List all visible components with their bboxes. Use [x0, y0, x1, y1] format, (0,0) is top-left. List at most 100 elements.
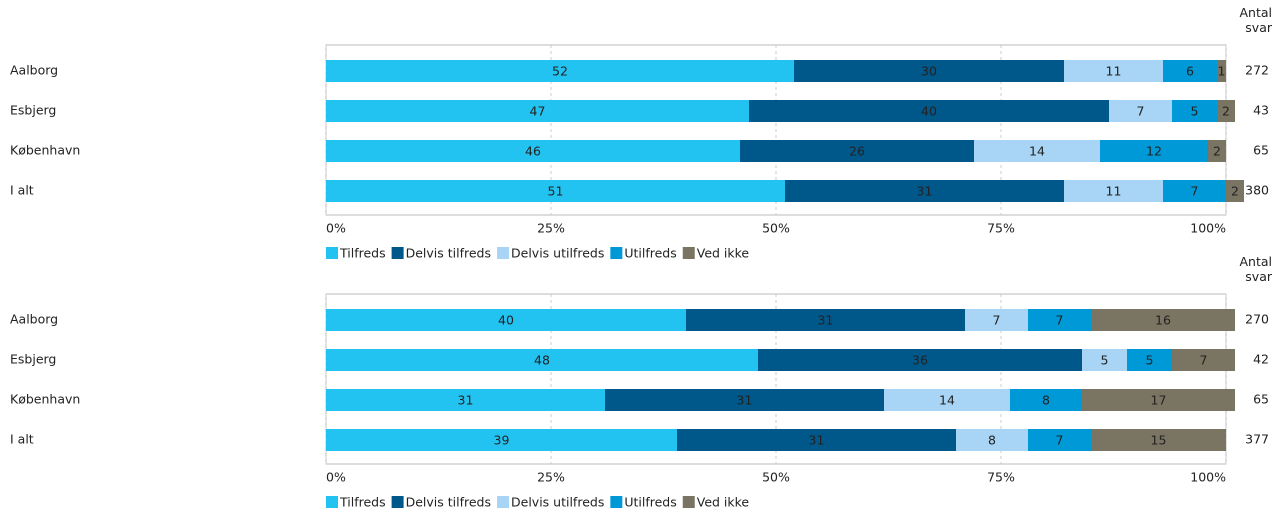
legend-label: Delvis utilfreds [511, 495, 604, 509]
value-label: 6 [1186, 64, 1194, 79]
bar-segment [686, 309, 965, 331]
bar-segment [605, 389, 884, 411]
value-label: 7 [993, 313, 1001, 328]
bar-segment [1109, 100, 1172, 122]
bar-segment [1064, 180, 1163, 202]
count-label: 272 [1245, 63, 1269, 78]
bar-segment [1082, 389, 1235, 411]
value-label: 31 [458, 393, 474, 408]
count-label: 380 [1245, 183, 1269, 198]
bar-segment [785, 180, 1064, 202]
legend-label: Utilfreds [624, 246, 676, 261]
count-label: 65 [1253, 392, 1269, 407]
bar-segment [1172, 349, 1235, 371]
value-label: 5 [1101, 353, 1109, 368]
legend-swatch [497, 496, 510, 508]
bar-segment [965, 309, 1028, 331]
bar-segment [1082, 349, 1127, 371]
category-label: København [10, 143, 80, 158]
value-label: 2 [1213, 144, 1221, 159]
bar-segment [1064, 60, 1163, 82]
value-label: 2 [1231, 184, 1239, 199]
bar-segment [1028, 309, 1091, 331]
legend-swatch [326, 496, 338, 508]
value-label: 40 [498, 313, 514, 328]
value-label: 7 [1056, 433, 1064, 448]
bar-segment [326, 100, 749, 122]
value-label: 11 [1106, 64, 1122, 79]
count-header: Antal svar [1239, 254, 1272, 284]
value-label: 31 [809, 433, 825, 448]
bar-segment [326, 140, 740, 162]
value-label: 51 [548, 184, 564, 199]
legend-swatch [610, 247, 623, 259]
legend-label: Tilfreds [339, 495, 386, 509]
value-label: 39 [494, 433, 510, 448]
bar-segment [884, 389, 1010, 411]
bar-segment [758, 349, 1082, 371]
x-tick-label: 50% [762, 470, 790, 485]
x-tick-label: 100% [1190, 221, 1226, 236]
x-tick-label: 75% [987, 221, 1015, 236]
bar-segment [326, 349, 758, 371]
bar-segment [794, 60, 1064, 82]
x-tick-label: 50% [762, 221, 790, 236]
value-label: 31 [917, 184, 933, 199]
value-label: 5 [1146, 353, 1154, 368]
bar-segment [1010, 389, 1082, 411]
value-label: 40 [921, 104, 937, 119]
value-label: 8 [1042, 393, 1050, 408]
value-label: 47 [530, 104, 546, 119]
bar-segment [1163, 60, 1217, 82]
count-label: 43 [1253, 103, 1269, 118]
category-label: I alt [10, 432, 34, 447]
legend-swatch [497, 247, 510, 259]
x-tick-label: 0% [326, 470, 346, 485]
bar-segment [1217, 100, 1235, 122]
bar-segment [326, 60, 794, 82]
legend-label: Ved ikke [697, 495, 750, 509]
x-tick-label: 100% [1190, 470, 1226, 485]
value-label: 14 [1029, 144, 1045, 159]
bar-segment [1028, 429, 1091, 451]
legend-swatch [610, 496, 623, 508]
bar-segment [1091, 309, 1235, 331]
bar-segment [1172, 100, 1217, 122]
x-tick-label: 25% [537, 221, 565, 236]
bar-segment [956, 429, 1028, 451]
legend-swatch [391, 247, 404, 259]
value-label: 17 [1151, 393, 1167, 408]
category-label: Esbjerg [10, 352, 56, 367]
category-label: I alt [10, 183, 34, 198]
bar-segment [326, 309, 686, 331]
legend-label: Utilfreds [624, 495, 676, 509]
x-tick-label: 0% [326, 221, 346, 236]
value-label: 30 [921, 64, 937, 79]
value-label: 5 [1191, 104, 1199, 119]
value-label: 31 [737, 393, 753, 408]
bar-segment [326, 180, 785, 202]
count-label: 42 [1253, 352, 1269, 367]
value-label: 11 [1106, 184, 1122, 199]
value-label: 46 [525, 144, 541, 159]
category-label: Esbjerg [10, 103, 56, 118]
legend-swatch [682, 247, 695, 259]
bar-segment [974, 140, 1100, 162]
value-label: 7 [1200, 353, 1208, 368]
legend-label: Tilfreds [339, 246, 386, 261]
legend-label: Delvis utilfreds [511, 246, 604, 261]
value-label: 14 [939, 393, 955, 408]
x-tick-label: 25% [537, 470, 565, 485]
legend-swatch [326, 247, 338, 259]
bar-segment [326, 389, 605, 411]
category-label: København [10, 392, 80, 407]
value-label: 8 [988, 433, 996, 448]
bar-segment [1100, 140, 1208, 162]
value-label: 52 [552, 64, 568, 79]
count-header: Antal svar [1239, 5, 1272, 35]
legend-label: Delvis tilfreds [406, 246, 491, 261]
x-tick-label: 75% [987, 470, 1015, 485]
bar-segment [1208, 140, 1226, 162]
